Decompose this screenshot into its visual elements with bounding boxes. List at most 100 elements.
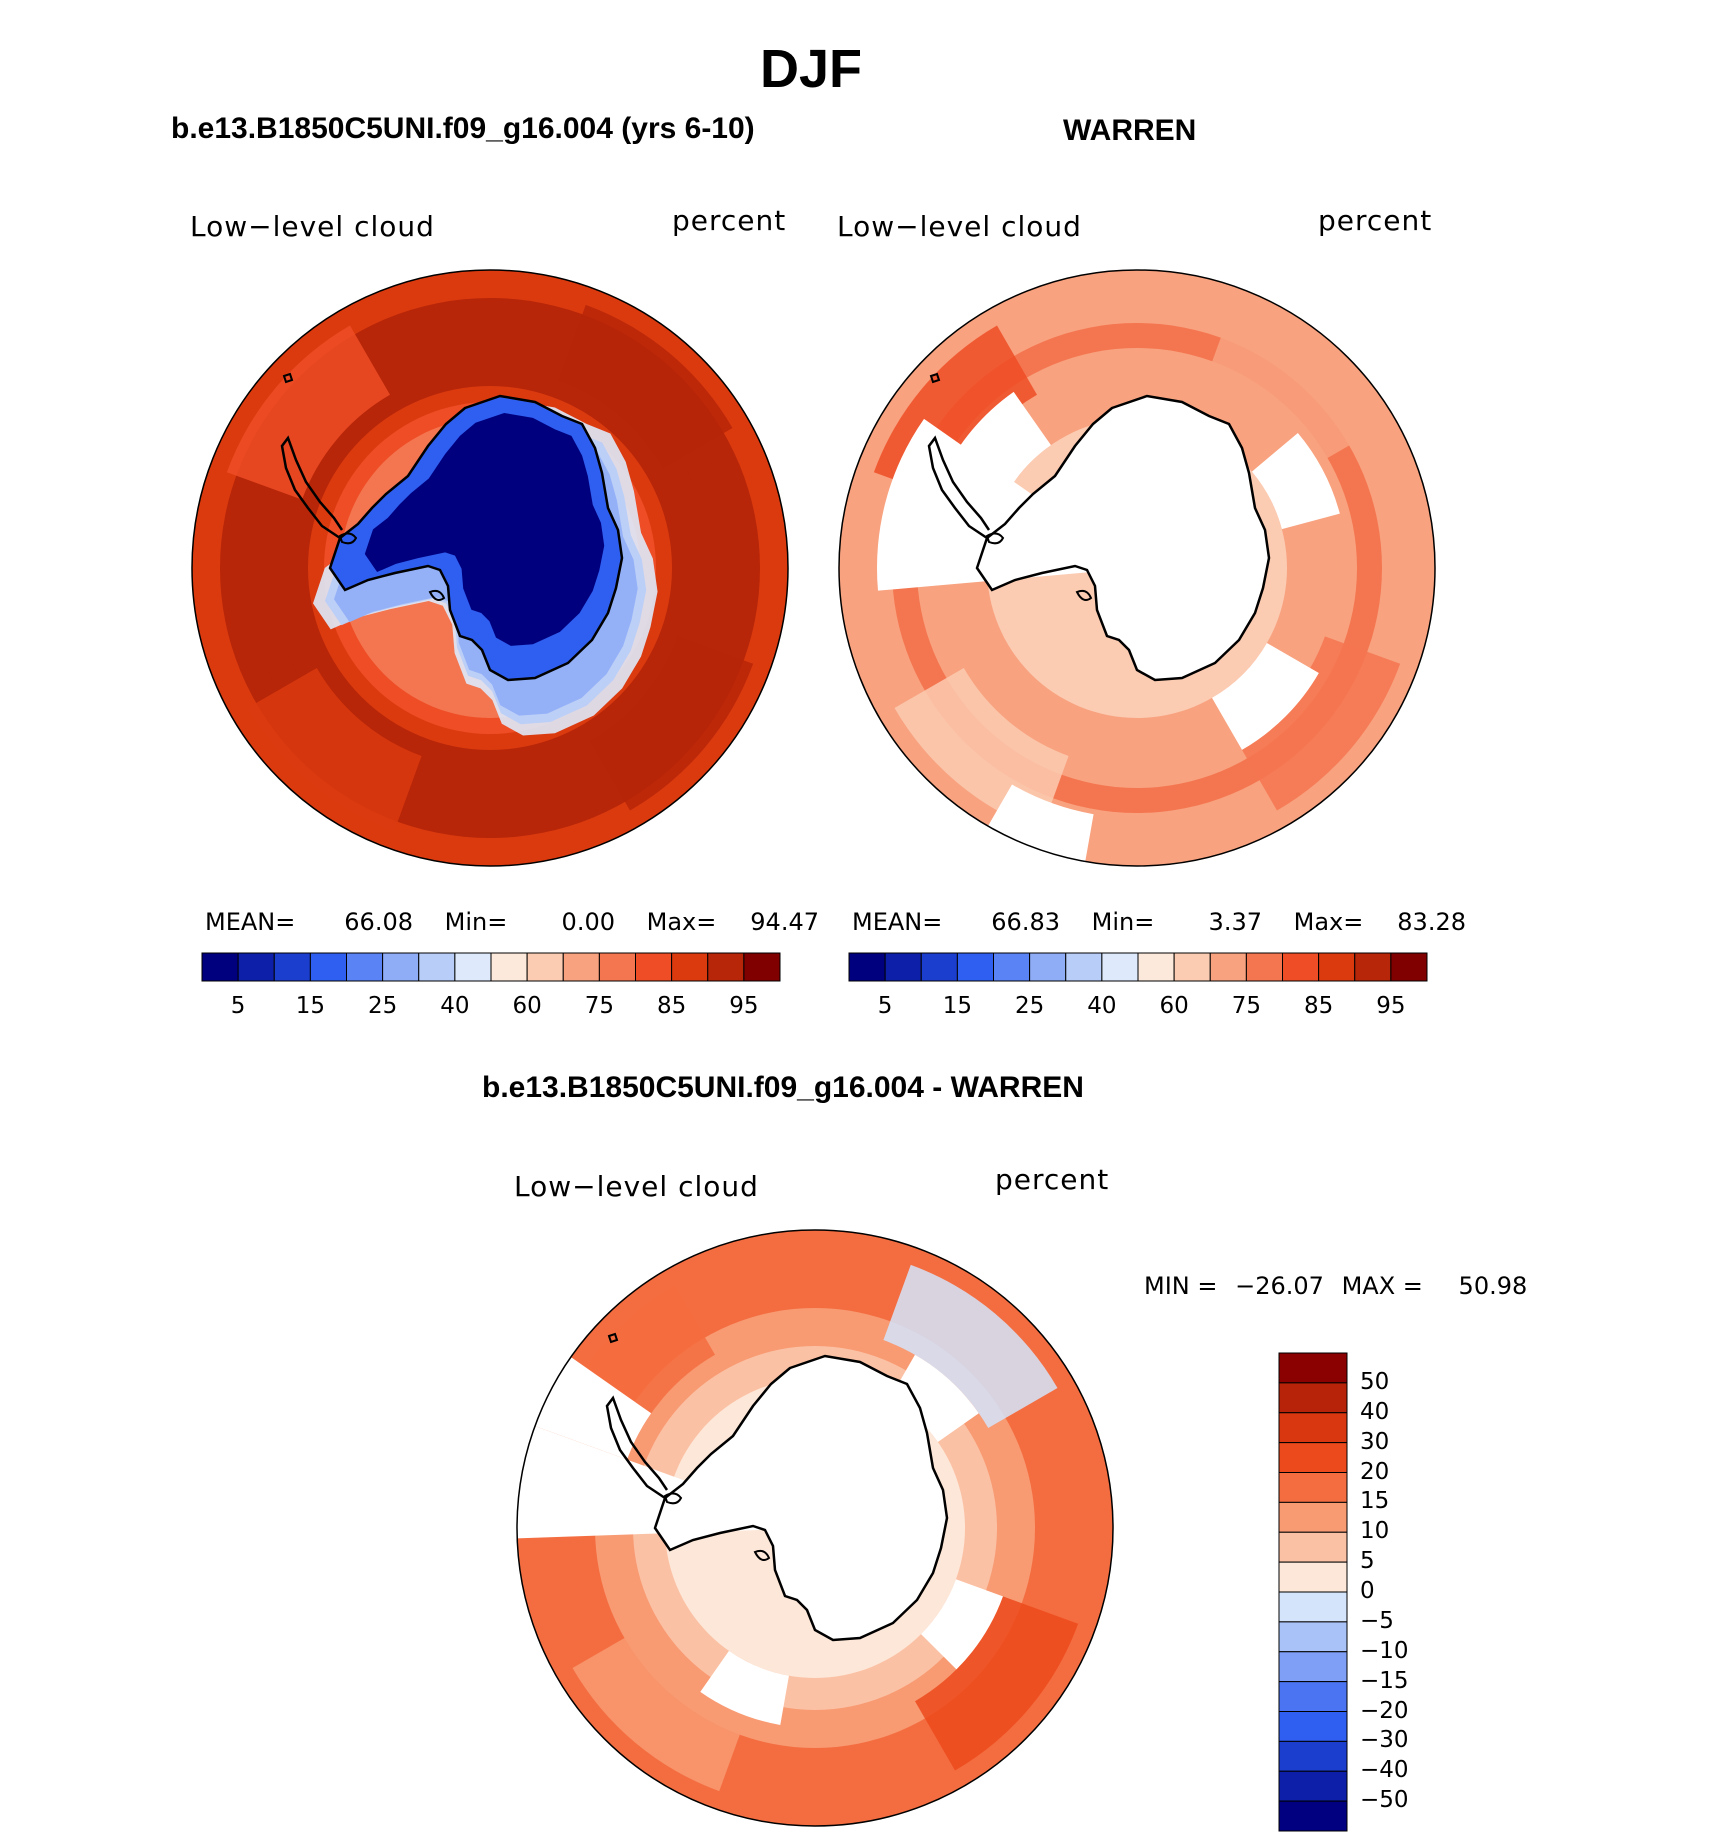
panel-3-map xyxy=(516,1229,1114,1827)
panel-3-stats: MIN = −26.07 MAX = 50.98 xyxy=(1144,1272,1527,1300)
colorbar-tick-label: −5 xyxy=(1360,1607,1394,1634)
colorbar-swatch xyxy=(1278,1442,1348,1473)
colorbar-swatch xyxy=(1278,1472,1348,1503)
colorbar-swatch xyxy=(1278,1412,1348,1444)
colorbar-swatch xyxy=(1282,952,1320,982)
field-sector xyxy=(247,668,422,832)
colorbar-swatch xyxy=(1029,952,1067,982)
colorbar-swatch xyxy=(1173,952,1211,982)
colorbar-swatch xyxy=(454,952,492,982)
missing-data-sector xyxy=(987,784,1094,864)
mean-label: MEAN= xyxy=(852,908,943,936)
mean-label: MEAN= xyxy=(205,908,296,936)
missing-data-sector xyxy=(921,1579,1003,1670)
colorbar-tick-label: 15 xyxy=(295,993,326,1019)
colorbar-tick-label: 85 xyxy=(656,993,687,1019)
max-value: 83.28 xyxy=(1397,908,1466,936)
field-sector xyxy=(883,1264,1058,1428)
mean-value: 66.08 xyxy=(344,908,413,936)
island-coastline xyxy=(985,532,1005,545)
peninsula-coastline xyxy=(605,1395,669,1500)
colorbar-tick-label: 50 xyxy=(1360,1368,1390,1395)
max-value: 50.98 xyxy=(1458,1272,1528,1300)
colorbar-tick-label: 85 xyxy=(1303,993,1334,1019)
missing-data-sector xyxy=(890,1354,979,1442)
peninsula-coastline xyxy=(927,435,991,540)
panel-2-left-label: Low−level cloud xyxy=(837,210,1082,243)
colorbar-swatch xyxy=(382,952,420,982)
colorbar-swatch xyxy=(848,952,886,982)
max-label: Max= xyxy=(1293,908,1364,936)
colorbar-swatch xyxy=(490,952,528,982)
colorbar-tick-label: −15 xyxy=(1360,1667,1409,1694)
colorbar-tick-label: 40 xyxy=(1087,993,1117,1019)
colorbar-swatch xyxy=(1278,1561,1348,1593)
colorbar-swatch xyxy=(1354,952,1392,982)
colorbar-swatch xyxy=(1278,1770,1348,1802)
panel-3-title: b.e13.B1850C5UNI.f09_g16.004 - WARREN xyxy=(482,1071,1084,1104)
map-border xyxy=(516,1229,1114,1827)
colorbar-swatch xyxy=(956,952,994,982)
colorbar-swatch xyxy=(1318,952,1356,982)
colorbar-swatch xyxy=(1278,1740,1348,1772)
colorbar-tick-label: 0 xyxy=(1360,1578,1375,1604)
colorbar-swatch xyxy=(1278,1651,1348,1683)
min-value: −26.07 xyxy=(1235,1272,1324,1300)
colorbar-tick-label: 40 xyxy=(1360,1398,1390,1425)
min-label: Min= xyxy=(444,908,508,936)
panel-2-colorbar xyxy=(848,952,1428,982)
colorbar-tick-label: 15 xyxy=(1360,1488,1390,1515)
missing-data-sector xyxy=(533,1355,652,1460)
field-sector xyxy=(572,1628,747,1792)
antarctica-coastline xyxy=(653,1354,949,1642)
colorbar-tick-label: 20 xyxy=(1360,1458,1390,1485)
missing-data-sector xyxy=(942,391,1051,505)
colorbar-swatch xyxy=(1278,1531,1348,1563)
island-coastline xyxy=(282,372,294,384)
colorbar-swatch xyxy=(1390,952,1428,982)
antarctica-coastline xyxy=(328,394,624,682)
panel-2-stats: MEAN= 66.83 Min= 3.37 Max= 83.28 xyxy=(852,908,1466,936)
colorbar-swatch xyxy=(671,952,709,982)
colorbar-swatch xyxy=(635,952,673,982)
colorbar-swatch xyxy=(309,952,347,982)
panel-2-right-label: percent xyxy=(1318,204,1433,237)
colorbar-swatch xyxy=(1278,1501,1348,1533)
colorbar-swatch xyxy=(1278,1681,1348,1712)
field-sector xyxy=(226,325,390,500)
map-border xyxy=(838,269,1436,867)
colorbar-swatch xyxy=(526,952,564,982)
min-label: MIN = xyxy=(1144,1272,1218,1300)
min-label: Min= xyxy=(1091,908,1155,936)
panel-3-colorbar xyxy=(1278,1352,1348,1832)
colorbar-tick-label: 10 xyxy=(1360,1518,1390,1545)
colorbar-swatch xyxy=(1137,952,1175,982)
colorbar-swatch xyxy=(1209,952,1247,982)
panel-1-right-label: percent xyxy=(672,204,787,237)
field-sector xyxy=(558,304,733,468)
island-coastline xyxy=(607,1332,619,1344)
panel-2-map xyxy=(838,269,1436,867)
colorbar-tick-label: 75 xyxy=(584,993,615,1019)
continent-mask xyxy=(977,396,1269,680)
panel-1-stats: MEAN= 66.08 Min= 0.00 Max= 94.47 xyxy=(205,908,819,936)
max-label: Max= xyxy=(646,908,717,936)
peninsula-coastline xyxy=(280,435,344,540)
island-coastline xyxy=(1075,589,1093,601)
missing-data-sector xyxy=(1212,643,1319,750)
panel-3-right-label: percent xyxy=(995,1163,1110,1196)
colorbar-swatch xyxy=(1101,952,1139,982)
colorbar-tick-label: 75 xyxy=(1231,993,1262,1019)
colorbar-tick-label: 95 xyxy=(729,993,759,1019)
colorbar-tick-label: −50 xyxy=(1360,1787,1409,1814)
panel-1-colorbar xyxy=(201,952,781,982)
colorbar-tick-label: 5 xyxy=(877,993,893,1019)
colorbar-tick-label: 5 xyxy=(230,993,246,1019)
min-value: 0.00 xyxy=(561,908,615,936)
colorbar-swatch xyxy=(273,952,311,982)
interior-field xyxy=(364,412,605,646)
colorbar-swatch xyxy=(743,952,781,982)
colorbar-swatch xyxy=(707,952,745,982)
panel-3-left-label: Low−level cloud xyxy=(514,1170,759,1203)
colorbar-tick-label: −10 xyxy=(1360,1637,1409,1664)
